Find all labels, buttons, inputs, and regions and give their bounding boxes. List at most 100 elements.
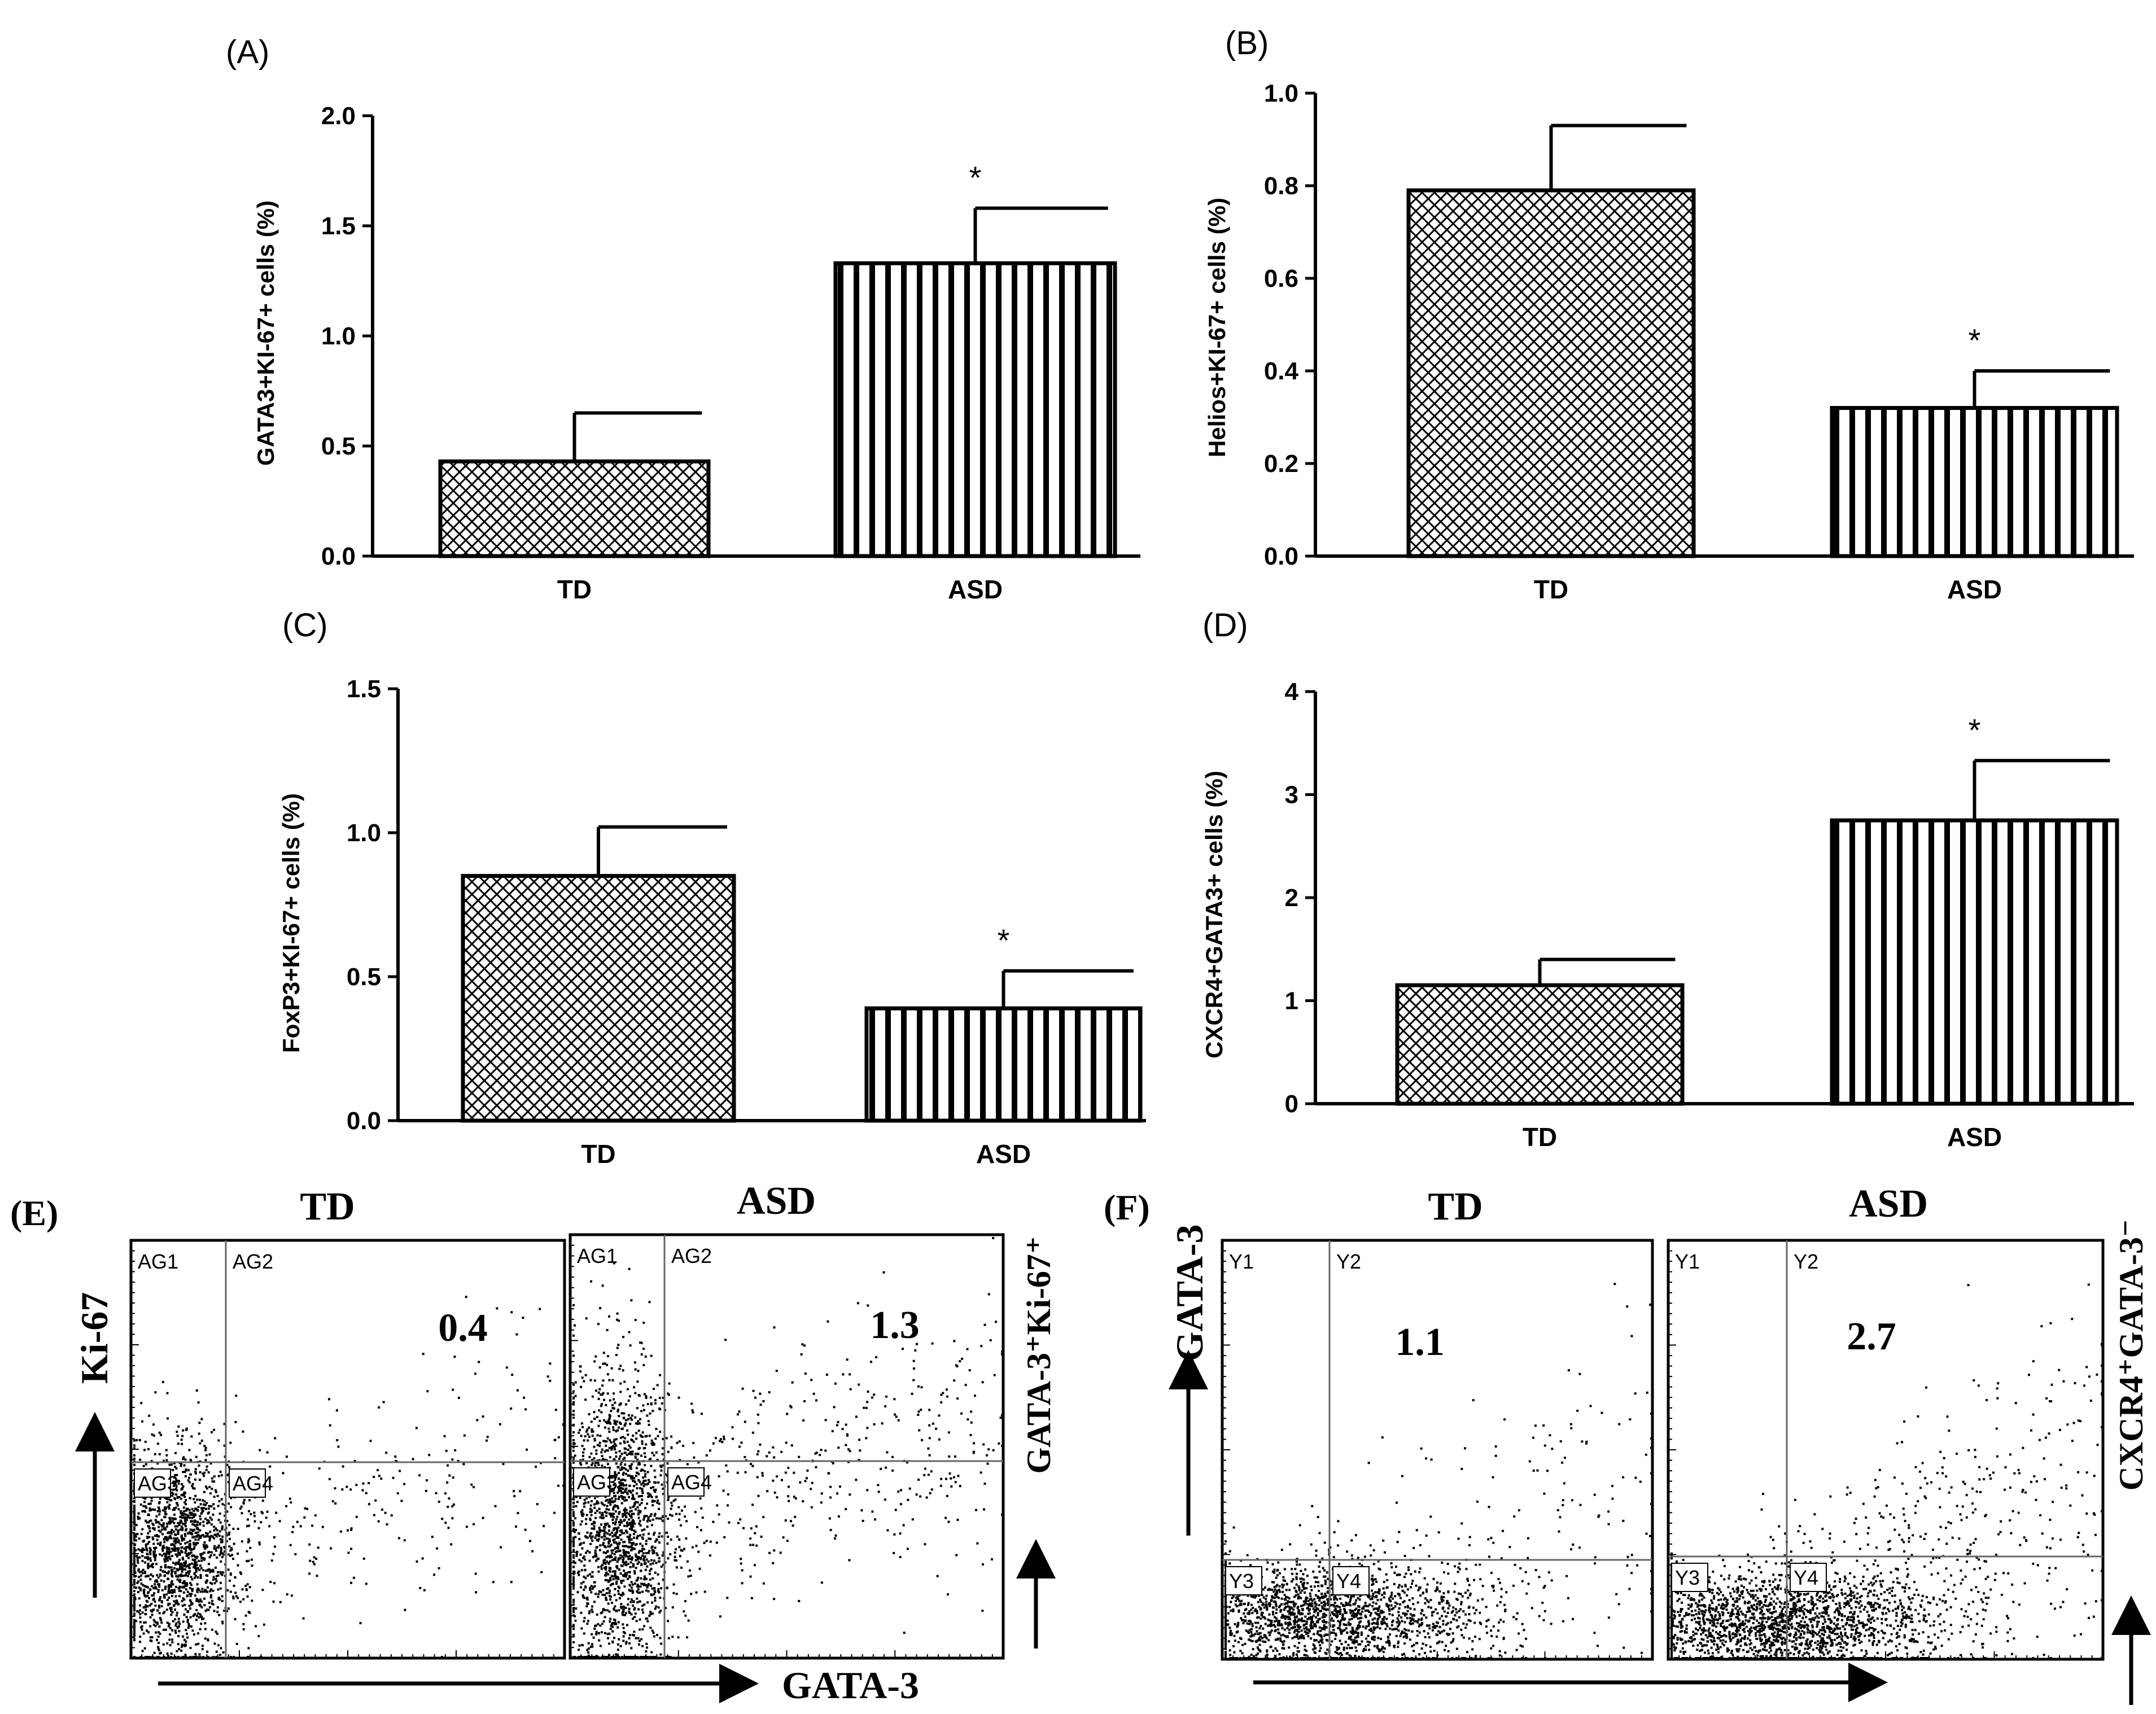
panel-b-plot: 0.0 0.2 0.4 0.6 0.8 1.0 TD ASD *: [1264, 80, 2134, 604]
panel-a-y-tick-label: 2.0: [321, 102, 356, 130]
panel-b-y-tick-label: 0.4: [1264, 357, 1299, 385]
scatter-quadrant-label: Y2: [1336, 1250, 1361, 1273]
scatter-quadrant-label: AG4: [671, 1471, 712, 1494]
panel-c-significance-marker: *: [998, 922, 1010, 958]
panel-d: (D) CXCR4+GATA3+ cells (%) 0 1 2 3 4 TD ASD *: [1201, 607, 2134, 1152]
panel-d-y-tick-label: 2: [1285, 884, 1298, 912]
panel-c-label: (C): [282, 607, 328, 644]
panel-e: (E) TD ASD Ki-67 GATA-3 GATA-3⁺Ki-67⁺ AG…: [10, 1179, 1057, 1707]
panel-d-y-tick-label: 3: [1285, 781, 1298, 809]
panel-e-y-axis-label: Ki-67: [73, 1292, 116, 1384]
scatter-quadrant-label: AG4: [233, 1472, 273, 1495]
panel-c-bar-td: [461, 874, 736, 1123]
panel-f-y-axis-label: GATA-3: [1168, 1224, 1211, 1361]
scatter-dense-population: [133, 1381, 321, 1658]
panel-e-x-axis-label: GATA-3: [782, 1664, 919, 1707]
panel-f-td-plot: Y1 Y2 Y3 Y4 1.1: [1221, 1239, 1654, 1661]
panel-c-y-tick-label: 0.0: [347, 1107, 381, 1135]
scatter-quadrant-label: AG3: [577, 1471, 618, 1494]
panel-d-y-tick-label: 4: [1285, 678, 1299, 706]
panel-a-plot: 0.0 0.5 1.0 1.5 2.0 TD ASD *: [321, 102, 1140, 604]
scatter-quadrant-label: Y4: [1794, 1566, 1818, 1589]
scatter-percentage-value: 1.1: [1395, 1321, 1445, 1364]
scatter-quadrant-label: AG1: [577, 1244, 618, 1267]
scatter-dense-population: [572, 1262, 703, 1658]
panel-d-significance-marker: *: [1969, 712, 1981, 747]
panel-c: (C) FoxP3+KI-67+ cells (%) 0.0 0.5 1.0 1.5 T…: [278, 607, 1146, 1169]
panel-c-bar-asd: [864, 1006, 1143, 1123]
panel-f-side-label: CXCR4⁺GATA-3⁻: [2113, 1219, 2150, 1490]
panel-a-ylabel: GATA3+KI-67+ cells (%): [252, 200, 279, 466]
panel-d-ylabel: CXCR4+GATA3+ cells (%): [1201, 771, 1227, 1059]
scatter-percentage-value: 1.3: [870, 1304, 920, 1347]
scatter-quadrant-label: Y3: [1675, 1566, 1700, 1589]
scatter-quadrant-label: Y2: [1794, 1250, 1818, 1273]
scatter-quadrant-label: AG3: [138, 1472, 178, 1495]
panel-a-y-tick-label: 0.0: [321, 543, 356, 570]
panel-b-ylabel: Helios+KI-67+ cells (%): [1204, 198, 1230, 457]
panel-b-y-tick-label: 0.0: [1264, 543, 1298, 570]
panel-f: (F) TD ASD GATA-3 CXCR4⁺GATA-3⁻ Y1 Y2 Y3 Y4…: [1104, 1182, 2151, 1705]
panel-f-asd-title: ASD: [1849, 1182, 1928, 1226]
panel-d-y-tick-label: 0: [1285, 1090, 1298, 1118]
scatter-percentage-value: 0.4: [438, 1306, 488, 1350]
panel-b-bar-td: [1406, 188, 1696, 558]
panel-d-label: (D): [1202, 607, 1248, 644]
panel-a: (A) GATA3+KI-67+ cells (%) 0.0 0.5 1.0 1.5 2…: [226, 34, 1140, 604]
scatter-quadrant-label: AG2: [671, 1244, 712, 1267]
panel-a-bar-td: [438, 459, 711, 558]
panel-e-side-label: GATA-3⁺Ki-67⁺: [1020, 1236, 1057, 1473]
scatter-quadrant-label: AG2: [233, 1250, 273, 1273]
scatter-quadrant-label-box: [1225, 1566, 1262, 1595]
panel-e-label: (E): [10, 1193, 58, 1233]
scatter-quadrant-label-box: [573, 1467, 610, 1497]
panel-e-asd-title: ASD: [737, 1179, 816, 1223]
scatter-dense-population: [1670, 1538, 2103, 1659]
panel-a-label: (A): [226, 34, 269, 71]
scatter-quadrant-label: AG1: [138, 1250, 178, 1273]
scatter-percentage-value: 2.7: [1847, 1315, 1896, 1358]
panel-a-y-tick-label: 0.5: [321, 432, 356, 460]
panel-b-x-tick-label: ASD: [1947, 575, 2002, 604]
panel-d-y-tick-label: 1: [1285, 987, 1298, 1015]
scatter-quadrant-label-box: [134, 1468, 171, 1498]
panel-b-y-tick-label: 0.8: [1264, 172, 1298, 200]
panel-c-x-tick-label: ASD: [976, 1139, 1031, 1169]
panel-f-asd-plot: Y1 Y2 Y3 Y4 2.7: [1667, 1239, 2105, 1661]
panel-a-y-tick-label: 1.0: [321, 322, 356, 350]
panel-b-label: (B): [1225, 25, 1269, 62]
panel-a-significance-marker: *: [969, 160, 982, 195]
panel-a-y-tick-label: 1.5: [321, 212, 356, 240]
panel-d-bar-td: [1395, 983, 1685, 1106]
panel-c-y-tick-label: 1.0: [347, 819, 381, 847]
scatter-quadrant-label-box: [1790, 1563, 1827, 1592]
panel-c-x-tick-label: TD: [581, 1139, 615, 1169]
scatter-quadrant-label-box: [1671, 1563, 1708, 1592]
scatter-quadrant-label: Y1: [1229, 1250, 1254, 1273]
scatter-quadrant-label: Y3: [1229, 1569, 1254, 1593]
panel-b-bar-asd: [1830, 406, 2119, 558]
scatter-quadrant-label-box: [1332, 1566, 1370, 1595]
panel-c-y-tick-label: 0.5: [347, 963, 381, 991]
scatter-frame: [1667, 1239, 2105, 1661]
panel-d-bar-asd: [1830, 818, 2119, 1106]
panel-d-x-tick-label: TD: [1523, 1122, 1557, 1152]
panel-d-plot: 0 1 2 3 4 TD ASD *: [1285, 678, 2134, 1152]
panel-c-ylabel: FoxP3+KI-67+ cells (%): [278, 793, 304, 1053]
panel-e-td-plot: AG1 AG2 AG3 AG4 0.4: [129, 1239, 566, 1660]
panel-a-x-tick-label: ASD: [948, 575, 1003, 604]
panel-c-plot: 0.0 0.5 1.0 1.5 TD ASD *: [347, 675, 1146, 1169]
panel-b-significance-marker: *: [1969, 322, 1981, 358]
scatter-quadrant-label: Y1: [1675, 1250, 1700, 1273]
panel-e-asd-plot: AG1 AG2 AG3 AG4 1.3: [568, 1233, 1005, 1660]
panel-b-y-tick-label: 1.0: [1264, 80, 1298, 107]
scatter-frame: [568, 1233, 1005, 1660]
panel-f-label: (F): [1104, 1187, 1150, 1227]
panel-b-y-tick-label: 0.2: [1264, 450, 1298, 478]
panel-c-y-tick-label: 1.5: [347, 675, 381, 703]
scatter-quadrant-label-box: [229, 1468, 266, 1498]
panel-b-y-tick-label: 0.6: [1264, 265, 1298, 292]
scatter-quadrant-label: Y4: [1336, 1569, 1361, 1593]
panel-f-td-title: TD: [1428, 1185, 1482, 1228]
